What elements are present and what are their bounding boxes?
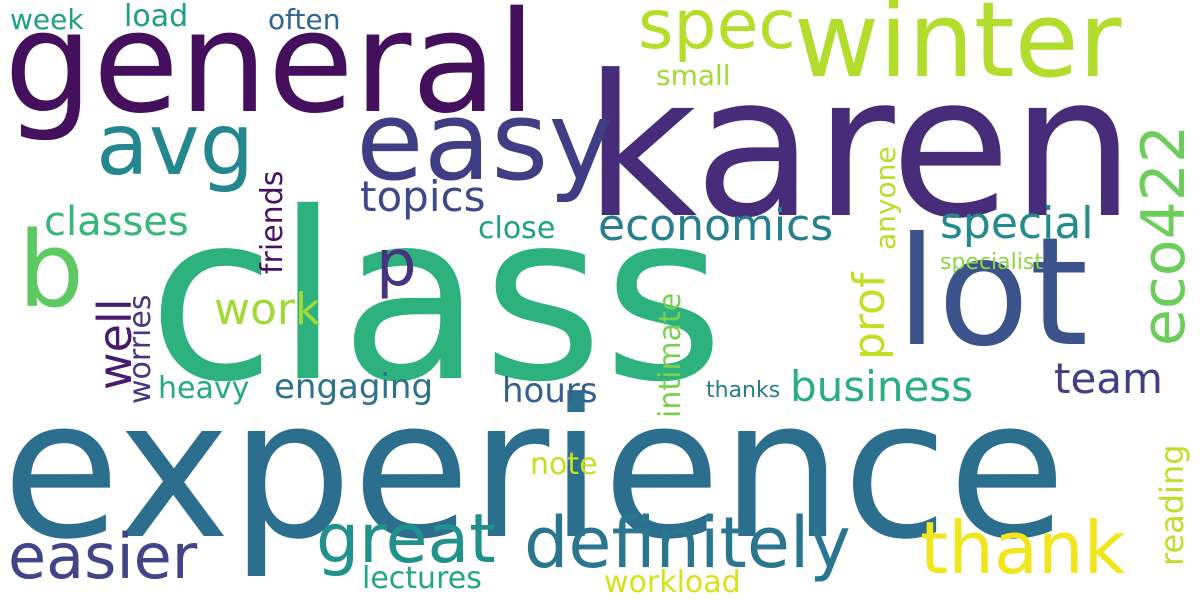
word-often: often: [268, 3, 341, 36]
word-business: business: [790, 362, 974, 411]
word-classes: classes: [44, 199, 189, 245]
word-avg: avg: [96, 95, 255, 195]
word-thank: thank: [920, 506, 1126, 590]
word-load: load: [124, 0, 189, 34]
word-specialist: specialist: [940, 250, 1043, 275]
word-easy: easy: [356, 77, 614, 205]
word-experience: experience: [2, 359, 1067, 582]
word-class: class: [148, 163, 724, 433]
word-lectures: lectures: [362, 561, 482, 596]
word-close: close: [478, 211, 556, 246]
word-reading: reading: [1153, 444, 1191, 566]
word-workload: workload: [604, 565, 741, 600]
word-small: small: [656, 59, 731, 92]
word-week: week: [10, 3, 84, 36]
word-p: p: [376, 227, 417, 301]
word-prof: prof: [844, 272, 895, 360]
word-eco422: eco422: [1129, 124, 1199, 346]
word-economics: economics: [598, 200, 834, 251]
word-worries: worries: [123, 294, 158, 404]
word-topics: topics: [360, 172, 486, 221]
word-b: b: [18, 209, 85, 331]
word-great: great: [316, 500, 496, 579]
word-easier: easier: [8, 520, 198, 593]
word-definitely: definitely: [524, 502, 851, 584]
word-work: work: [214, 284, 321, 335]
word-karen: karen: [584, 34, 1136, 262]
word-special: special: [940, 198, 1094, 249]
word-team: team: [1054, 354, 1163, 403]
word-winter: winter: [794, 0, 1122, 101]
word-heavy: heavy: [158, 371, 250, 406]
word-hours: hours: [502, 371, 598, 411]
word-spec: spec: [638, 0, 796, 65]
word-friends: friends: [255, 170, 290, 274]
word-lot: lot: [896, 206, 1089, 380]
word-general: general: [4, 0, 537, 145]
word-intimate: intimate: [653, 292, 688, 418]
word-anyone: anyone: [869, 146, 902, 250]
word-engaging: engaging: [274, 367, 434, 407]
word-note: note: [530, 447, 598, 482]
word-thanks: thanks: [706, 378, 781, 403]
